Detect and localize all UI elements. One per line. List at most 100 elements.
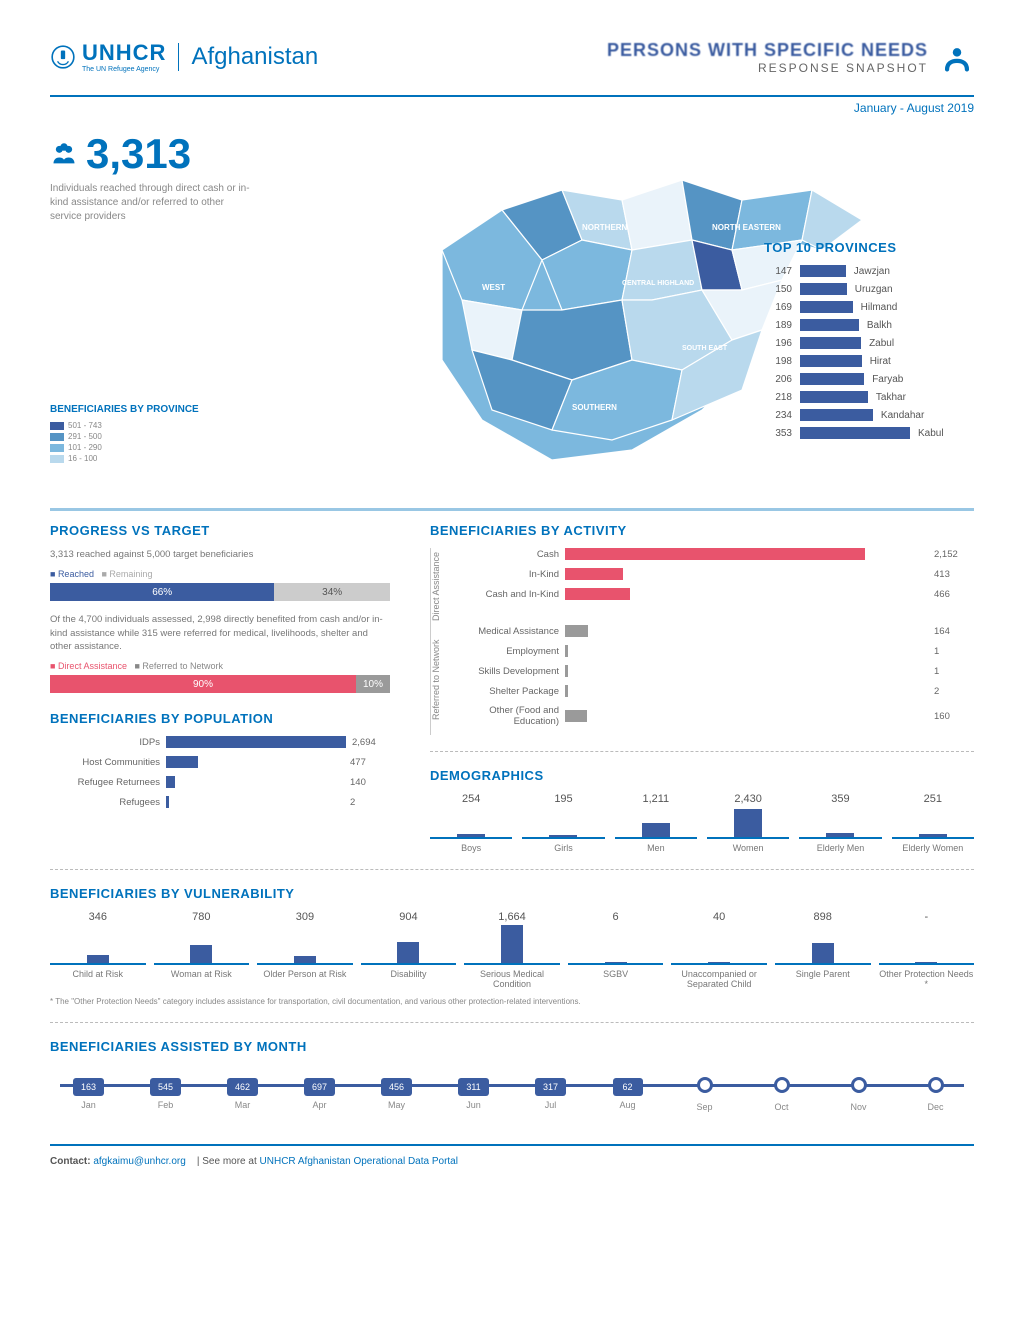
vulnerability-item: 1,664 Serious Medical Condition — [464, 911, 560, 989]
month-item: Nov — [820, 1077, 897, 1112]
title-block: PERSONS WITH SPECIFIC NEEDS RESPONSE SNA… — [607, 40, 974, 75]
vulnerability-item: 6 SGBV — [568, 911, 664, 989]
activity-row: Shelter Package 2 — [449, 685, 974, 697]
contact-label: Contact: — [50, 1156, 91, 1167]
activity-row: Cash and In-Kind 466 — [449, 588, 974, 600]
month-item: 62Aug — [589, 1077, 666, 1112]
svg-text:SOUTH EAST: SOUTH EAST — [682, 345, 728, 352]
legend-row: 501 - 743 — [50, 421, 270, 430]
unhcr-logo: UNHCR The UN Refugee Agency — [50, 40, 166, 73]
activity-row: Medical Assistance 164 — [449, 625, 974, 637]
activity-group: Referred to Network Medical Assistance 1… — [430, 625, 974, 735]
top-provinces-panel: TOP 10 PROVINCES 147 Jawzjan 150 Uruzgan… — [764, 240, 974, 445]
svg-text:CENTRAL HIGHLAND: CENTRAL HIGHLAND — [622, 280, 694, 287]
map-legend-title: BENEFICIARIES BY PROVINCE — [50, 404, 270, 415]
svg-text:NORTHERN: NORTHERN — [582, 223, 628, 232]
demographic-item: 359 Elderly Men — [799, 793, 881, 853]
headline-desc: Individuals reached through direct cash … — [50, 182, 250, 224]
logo-block: UNHCR The UN Refugee Agency Afghanistan — [50, 40, 318, 73]
unhcr-laurel-icon — [50, 44, 76, 70]
month-chart: 163Jan 545Feb 462Mar 697Apr 456May 311Ju… — [50, 1064, 974, 1124]
month-item: 697Apr — [281, 1077, 358, 1112]
activity-row: Other (Food and Education) 160 — [449, 705, 974, 727]
vulnerability-item: 309 Older Person at Risk — [257, 911, 353, 989]
report-title: PERSONS WITH SPECIFIC NEEDS — [607, 40, 928, 61]
province-row: 206 Faryab — [764, 373, 974, 385]
activity-row: Employment 1 — [449, 645, 974, 657]
demographic-item: 251 Elderly Women — [892, 793, 974, 853]
vulnerability-title: BENEFICIARIES BY VULNERABILITY — [50, 886, 974, 901]
progress-bar-1: 66% 34% — [50, 583, 390, 601]
legend-row: 16 - 100 — [50, 454, 270, 463]
svg-text:WEST: WEST — [482, 283, 505, 292]
province-row: 147 Jawzjan — [764, 265, 974, 277]
report-subtitle: RESPONSE SNAPSHOT — [607, 61, 928, 75]
header-rule — [50, 95, 974, 97]
see-more-label: | See more at — [197, 1156, 257, 1167]
province-row: 353 Kabul — [764, 427, 974, 439]
logo-divider — [178, 43, 179, 71]
progress-desc-2: Of the 4,700 individuals assessed, 2,998… — [50, 613, 390, 653]
date-range: January - August 2019 — [50, 101, 974, 115]
population-row: IDPs 2,694 — [50, 736, 390, 748]
progress-legend-2: Direct Assistance Referred to Network — [50, 661, 390, 671]
country-name: Afghanistan — [191, 43, 318, 71]
month-item: Sep — [666, 1077, 743, 1112]
org-subtitle: The UN Refugee Agency — [82, 66, 166, 73]
province-row: 150 Uruzgan — [764, 283, 974, 295]
progress-bar-reached: 66% — [50, 583, 274, 601]
headline-number: 3,313 — [86, 130, 191, 178]
dashed-divider — [430, 751, 974, 752]
activity-row: In-Kind 413 — [449, 568, 974, 580]
progress-bar-referred: 10% — [356, 675, 390, 693]
province-row: 218 Takhar — [764, 391, 974, 403]
province-row: 198 Hirat — [764, 355, 974, 367]
vulnerability-item: 346 Child at Risk — [50, 911, 146, 989]
month-item: 163Jan — [50, 1077, 127, 1112]
org-name: UNHCR — [82, 40, 166, 66]
month-item: Dec — [897, 1077, 974, 1112]
demographic-item: 1,211 Men — [615, 793, 697, 853]
activity-row: Cash 2,152 — [449, 548, 974, 560]
month-item: 456May — [358, 1077, 435, 1112]
top-provinces-title: TOP 10 PROVINCES — [764, 240, 974, 255]
activity-row: Skills Development 1 — [449, 665, 974, 677]
province-row: 196 Zabul — [764, 337, 974, 349]
month-item: 311Jun — [435, 1077, 512, 1112]
month-item: 545Feb — [127, 1077, 204, 1112]
population-row: Host Communities 477 — [50, 756, 390, 768]
progress-bar-2: 90% 10% — [50, 675, 390, 693]
month-item: 317Jul — [512, 1077, 589, 1112]
activity-title: BENEFICIARIES BY ACTIVITY — [430, 523, 974, 538]
vulnerability-item: 904 Disability — [361, 911, 457, 989]
legend-row: 101 - 290 — [50, 443, 270, 452]
month-item: 462Mar — [204, 1077, 281, 1112]
map-area: NORTHERN NORTH EASTERN WEST CENTRAL HIGH… — [290, 130, 974, 490]
vulnerability-footnote: * The "Other Protection Needs" category … — [50, 997, 974, 1006]
population-row: Refugee Returnees 140 — [50, 776, 390, 788]
province-row: 189 Balkh — [764, 319, 974, 331]
province-row: 234 Kandahar — [764, 409, 974, 421]
demographic-item: 2,430 Women — [707, 793, 789, 853]
hands-icon — [940, 41, 974, 75]
progress-title: PROGRESS VS TARGET — [50, 523, 390, 538]
section-divider — [50, 508, 974, 511]
contact-email[interactable]: afgkaimu@unhcr.org — [93, 1156, 185, 1167]
progress-bar-direct: 90% — [50, 675, 356, 693]
vulnerability-item: - Other Protection Needs * — [879, 911, 975, 989]
demographic-item: 254 Boys — [430, 793, 512, 853]
header: UNHCR The UN Refugee Agency Afghanistan … — [50, 40, 974, 75]
population-title: BENEFICIARIES BY POPULATION — [50, 711, 390, 726]
progress-bar-remaining: 34% — [274, 583, 390, 601]
vulnerability-item: 780 Woman at Risk — [154, 911, 250, 989]
dashed-divider — [50, 1022, 974, 1023]
activity-group: Direct Assistance Cash 2,152 In-Kind 413… — [430, 548, 974, 625]
svg-text:NORTH EASTERN: NORTH EASTERN — [712, 223, 781, 232]
progress-legend-1: Reached Remaining — [50, 569, 390, 579]
demographics-title: DEMOGRAPHICS — [430, 768, 974, 783]
hero-section: 3,313 Individuals reached through direct… — [50, 130, 974, 490]
month-title: BENEFICIARIES ASSISTED BY MONTH — [50, 1039, 974, 1054]
demographic-item: 195 Girls — [522, 793, 604, 853]
svg-text:SOUTHERN: SOUTHERN — [572, 403, 617, 412]
portal-link[interactable]: UNHCR Afghanistan Operational Data Porta… — [260, 1156, 458, 1167]
